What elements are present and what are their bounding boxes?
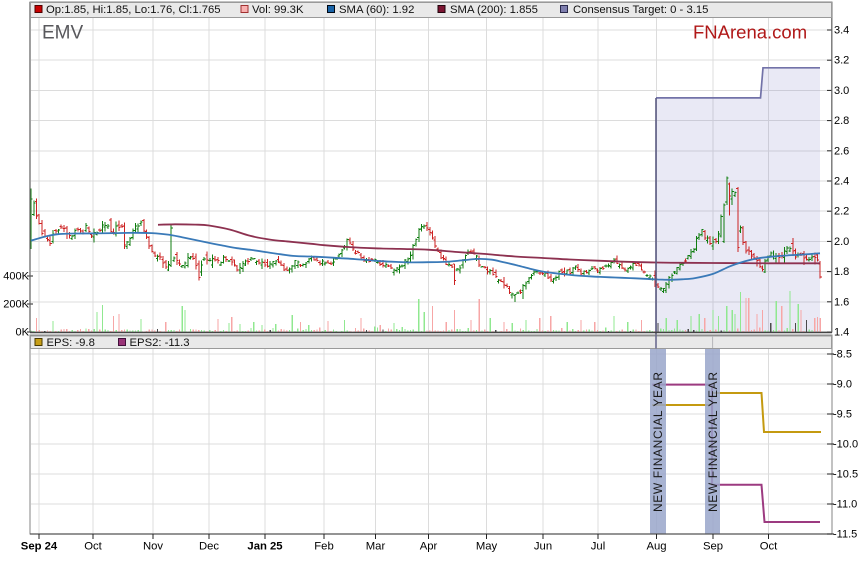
svg-text:2.0: 2.0 [834, 236, 849, 248]
svg-text:-11.5: -11.5 [833, 529, 857, 541]
svg-text:Op:1.85, Hi:1.85, Lo:1.76, Cl:: Op:1.85, Hi:1.85, Lo:1.76, Cl:1.765 [46, 4, 221, 16]
svg-text:Mar: Mar [366, 541, 386, 553]
svg-text:2.6: 2.6 [834, 145, 849, 157]
svg-text:1.4: 1.4 [834, 327, 849, 339]
svg-text:NEW FINANCIAL YEAR: NEW FINANCIAL YEAR [651, 372, 665, 512]
svg-text:3.0: 3.0 [834, 85, 849, 97]
svg-text:0K: 0K [16, 327, 30, 339]
svg-text:Apr: Apr [420, 541, 438, 553]
svg-text:2.8: 2.8 [834, 115, 849, 127]
svg-text:-9.0: -9.0 [833, 379, 852, 391]
svg-text:Sep: Sep [703, 541, 723, 553]
svg-text:200K: 200K [3, 299, 29, 311]
svg-text:FNArena.com: FNArena.com [693, 22, 807, 43]
svg-text:Consensus Target: 0 - 3.15: Consensus Target: 0 - 3.15 [573, 4, 708, 16]
svg-text:Vol: 99.3K: Vol: 99.3K [252, 4, 304, 16]
svg-text:Dec: Dec [199, 541, 219, 553]
svg-text:EMV: EMV [42, 23, 84, 44]
svg-text:3.2: 3.2 [834, 55, 849, 67]
svg-text:Jul: Jul [591, 541, 605, 553]
svg-text:-10.0: -10.0 [833, 439, 858, 451]
svg-text:Nov: Nov [143, 541, 163, 553]
svg-text:-9.5: -9.5 [833, 409, 852, 421]
svg-text:3.4: 3.4 [834, 25, 849, 37]
svg-text:400K: 400K [3, 271, 29, 283]
svg-text:SMA (60): 1.92: SMA (60): 1.92 [339, 4, 414, 16]
svg-text:EPS: -9.8: EPS: -9.8 [47, 337, 95, 349]
svg-text:1.8: 1.8 [834, 266, 849, 278]
svg-text:-11.0: -11.0 [833, 499, 857, 511]
svg-text:-10.5: -10.5 [833, 469, 858, 481]
svg-text:SMA (200): 1.855: SMA (200): 1.855 [450, 4, 538, 16]
svg-text:Aug: Aug [646, 541, 666, 553]
svg-text:Jan 25: Jan 25 [247, 541, 282, 553]
svg-text:Oct: Oct [760, 541, 778, 553]
svg-text:Feb: Feb [314, 541, 333, 553]
svg-text:May: May [476, 541, 498, 553]
svg-text:Oct: Oct [84, 541, 102, 553]
svg-text:EPS2: -11.3: EPS2: -11.3 [130, 337, 190, 349]
svg-text:Jun: Jun [534, 541, 552, 553]
svg-text:NEW FINANCIAL YEAR: NEW FINANCIAL YEAR [706, 372, 720, 512]
svg-text:Sep 24: Sep 24 [21, 541, 58, 553]
svg-text:-8.5: -8.5 [833, 349, 852, 361]
svg-text:2.4: 2.4 [834, 176, 849, 188]
svg-text:1.6: 1.6 [834, 296, 849, 308]
svg-text:2.2: 2.2 [834, 206, 849, 218]
